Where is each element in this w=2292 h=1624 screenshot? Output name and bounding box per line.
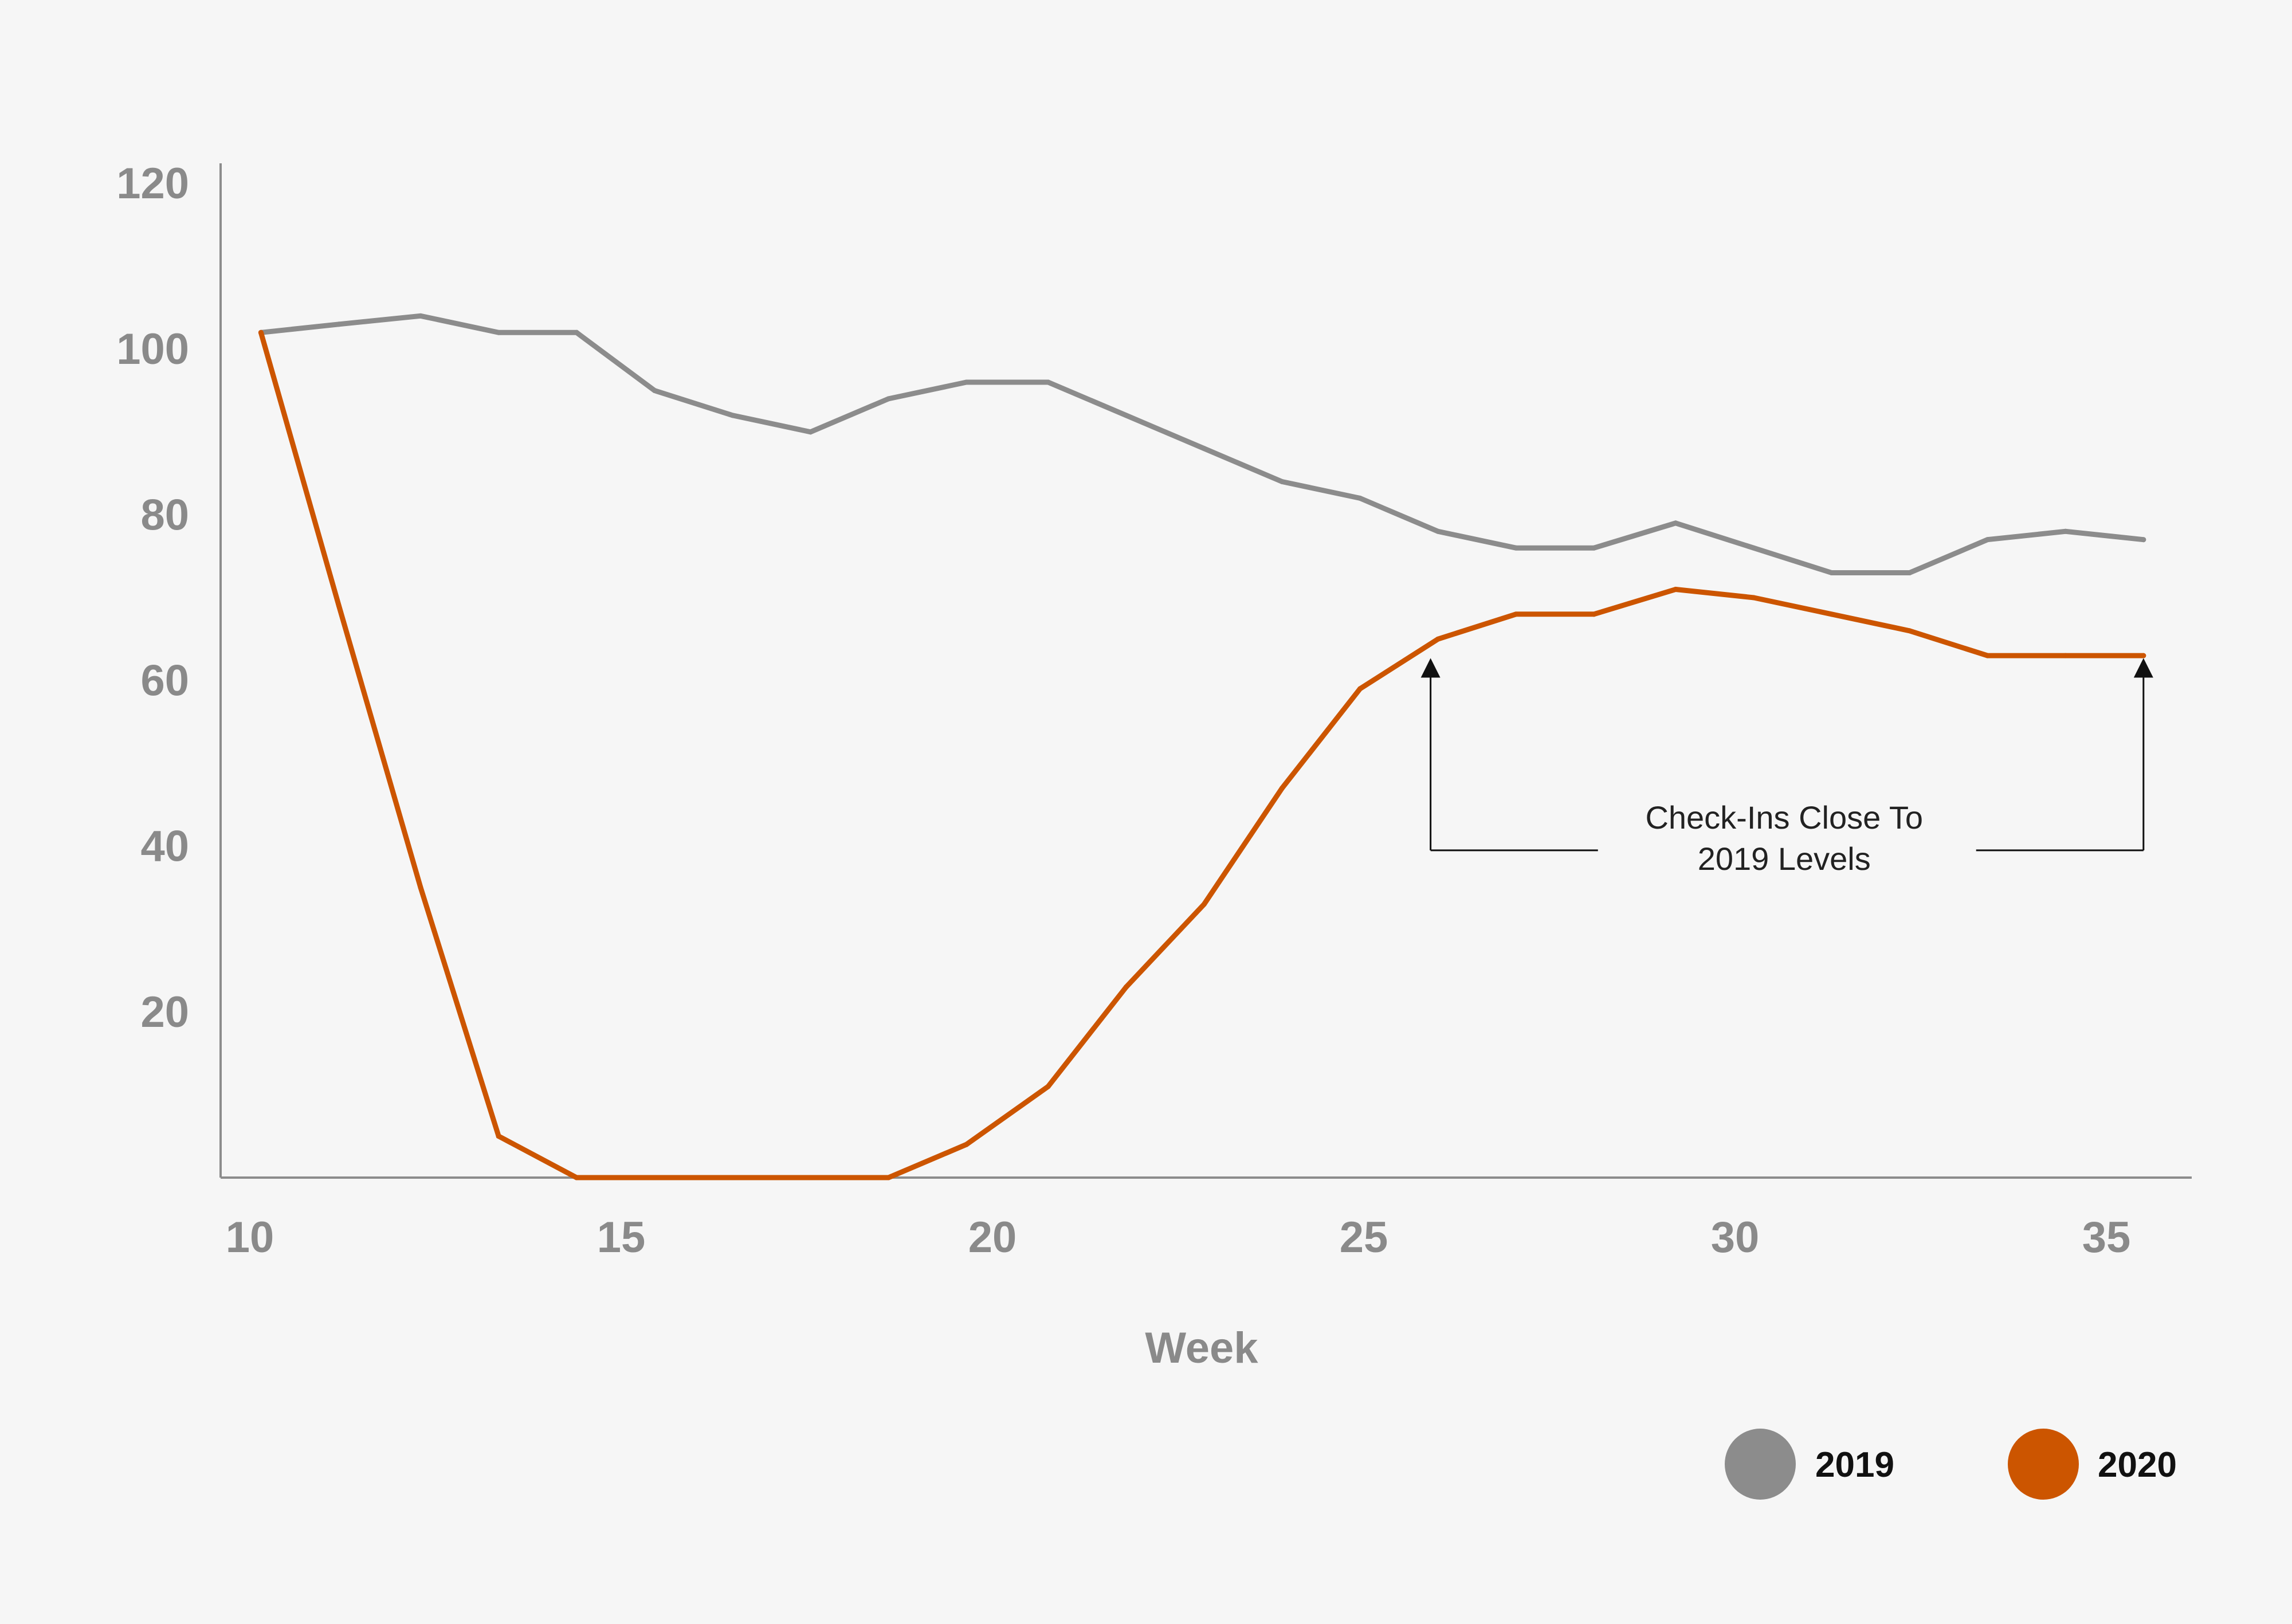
data-point-2020 <box>2141 653 2146 658</box>
data-point-2019 <box>496 329 501 335</box>
data-point-2019 <box>807 429 813 435</box>
x-tick-label: 10 <box>226 1213 274 1262</box>
data-point-2020 <box>1828 611 1834 617</box>
y-tick-label: 80 <box>140 491 189 539</box>
data-point-2019 <box>1673 520 1678 526</box>
annotation-text: Check-Ins Close To <box>1645 799 1923 835</box>
data-point-2019 <box>2063 528 2069 534</box>
data-point-2020 <box>729 1175 735 1180</box>
data-point-2020 <box>1513 611 1519 617</box>
series-line-2020 <box>258 329 2146 1180</box>
data-point-2020 <box>1673 586 1678 592</box>
data-point-2019 <box>1907 570 1913 576</box>
data-point-2020 <box>574 1175 579 1180</box>
data-point-2019 <box>1751 545 1756 551</box>
data-point-2020 <box>1751 595 1756 601</box>
y-tick-label: 120 <box>116 159 189 208</box>
data-point-2020 <box>2063 653 2069 658</box>
data-point-2020 <box>336 603 342 609</box>
legend-label-2019: 2019 <box>1815 1445 1894 1485</box>
data-point-2019 <box>1357 495 1363 501</box>
data-point-2019 <box>2141 537 2146 543</box>
data-point-2020 <box>807 1175 813 1180</box>
data-point-2019 <box>336 321 342 327</box>
data-point-2020 <box>1907 628 1913 634</box>
data-point-2019 <box>964 379 970 385</box>
data-point-2020 <box>1045 1084 1051 1089</box>
data-point-2020 <box>1357 686 1363 692</box>
x-tick-label: 15 <box>597 1213 646 1262</box>
legend-swatch-2020 <box>2008 1429 2079 1500</box>
x-tick-label: 35 <box>2082 1213 2131 1262</box>
data-point-2019 <box>1123 413 1129 418</box>
y-tick-label: 60 <box>140 657 189 705</box>
data-point-2020 <box>418 885 423 891</box>
data-point-2019 <box>1435 528 1441 534</box>
x-tick-label: 25 <box>1340 1213 1388 1262</box>
data-point-2020 <box>886 1175 892 1180</box>
data-point-2020 <box>258 329 264 335</box>
series-line-2019 <box>258 313 2146 575</box>
data-point-2019 <box>1985 537 1991 543</box>
data-point-2020 <box>964 1141 970 1147</box>
data-point-2019 <box>1279 479 1285 484</box>
data-point-2019 <box>1201 446 1207 452</box>
data-point-2019 <box>574 329 579 335</box>
y-tick-label: 40 <box>140 822 189 871</box>
data-point-2020 <box>1435 636 1441 642</box>
data-point-2020 <box>1591 611 1597 617</box>
annotation-text: 2019 Levels <box>1698 841 1871 877</box>
y-tick-label: 20 <box>140 988 189 1037</box>
data-point-2020 <box>1123 984 1129 990</box>
data-point-2019 <box>1045 379 1051 385</box>
data-point-2020 <box>652 1175 657 1180</box>
data-point-2019 <box>652 387 657 393</box>
data-point-2019 <box>886 396 892 402</box>
x-tick-label: 20 <box>968 1213 1017 1262</box>
data-point-2019 <box>1828 570 1834 576</box>
legend-label-2020: 2020 <box>2098 1445 2177 1485</box>
data-point-2020 <box>496 1133 501 1139</box>
x-axis-title: Week <box>1145 1324 1258 1372</box>
data-point-2019 <box>418 313 423 319</box>
y-tick-label: 100 <box>116 325 189 374</box>
legend-swatch-2019 <box>1725 1429 1796 1500</box>
data-point-2020 <box>1985 653 1991 658</box>
data-point-2019 <box>1591 545 1597 551</box>
data-point-2019 <box>1513 545 1519 551</box>
data-point-2019 <box>729 413 735 418</box>
data-point-2020 <box>1279 785 1285 791</box>
x-tick-label: 30 <box>1711 1213 1760 1262</box>
data-point-2020 <box>1201 901 1207 907</box>
